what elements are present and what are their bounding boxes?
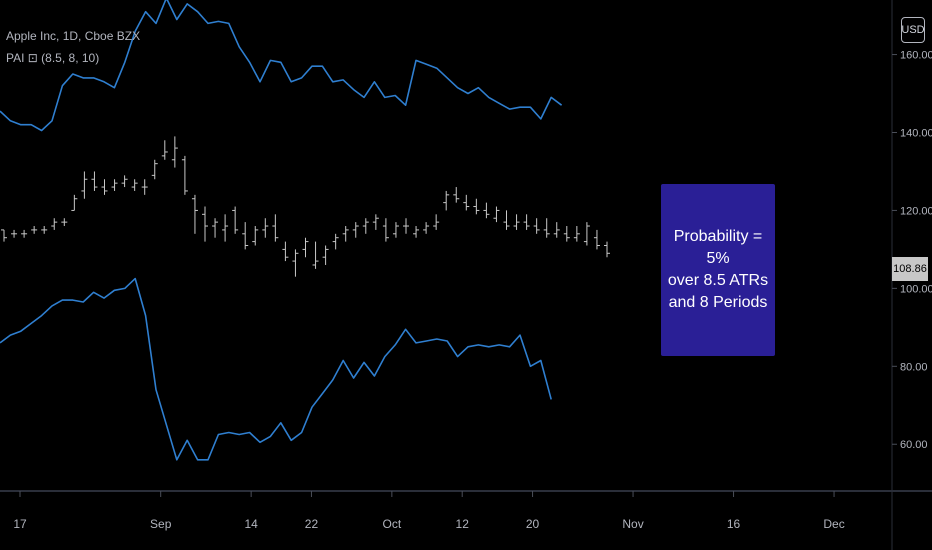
ohlc-bar — [171, 136, 178, 168]
ohlc-bar — [604, 241, 610, 258]
ohlc-bar — [553, 222, 560, 238]
y-tick-label: 80.00 — [900, 361, 928, 373]
ohlc-bar — [11, 229, 18, 238]
ohlc-bar — [473, 198, 480, 215]
ohlc-bar — [463, 194, 470, 211]
y-tick-label: 120.00 — [900, 205, 932, 217]
ohlc-bar — [111, 179, 118, 191]
ohlc-bar — [543, 218, 550, 238]
ohlc-bar — [141, 179, 148, 195]
ohlc-bar — [151, 159, 158, 180]
ohlc-bar — [272, 214, 279, 242]
ohlc-bar — [332, 233, 339, 250]
x-axis: 17 Sep 14 22 Oct 12 20 Nov 16 Dec — [13, 491, 845, 531]
ohlc-bar — [242, 222, 249, 250]
annotation-line-1: Probability = 5% — [673, 228, 763, 267]
legend-indicator-title: PAI ⊡ (8.5, 8, 10) — [6, 51, 100, 65]
ohlc-bar — [81, 171, 88, 199]
x-tick-label: 17 — [13, 517, 27, 531]
ohlc-bar — [312, 241, 319, 269]
ohlc-bar — [292, 249, 299, 277]
ohlc-bar — [423, 222, 430, 234]
x-tick-label: Oct — [383, 517, 402, 531]
ohlc-bars — [1, 136, 610, 277]
ohlc-bar — [71, 194, 78, 211]
currency-button[interactable]: USD — [901, 17, 925, 43]
ohlc-bar — [563, 226, 570, 242]
ohlc-bar — [503, 210, 510, 230]
ohlc-bar — [443, 190, 450, 211]
ohlc-bar — [181, 155, 188, 195]
lower-band-line — [0, 277, 552, 461]
ohlc-bar — [392, 222, 399, 238]
ohlc-bar — [483, 202, 490, 219]
x-tick-label: Dec — [823, 517, 844, 531]
ohlc-bar — [202, 206, 208, 242]
ohlc-bar — [433, 214, 440, 230]
ohlc-bar — [161, 140, 168, 160]
ohlc-bar — [1, 229, 7, 242]
ohlc-bar — [342, 226, 349, 242]
x-tick-label: 20 — [526, 517, 540, 531]
ohlc-bar — [262, 218, 269, 238]
ohlc-bar — [352, 222, 359, 238]
ohlc-bar — [212, 218, 219, 238]
ohlc-bar — [513, 214, 520, 230]
ohlc-bar — [232, 206, 239, 234]
ohlc-bar — [252, 226, 259, 246]
y-axis: 60.00 80.00 100.00 120.00 140.00 160.00 — [892, 50, 932, 451]
last-price-label: 108.86 — [892, 257, 928, 281]
ohlc-bar — [382, 218, 389, 242]
ohlc-bar — [222, 214, 229, 242]
ohlc-bar — [573, 226, 580, 242]
ohlc-bar — [282, 241, 289, 262]
ohlc-bar — [413, 226, 420, 238]
ohlc-bar — [372, 214, 379, 230]
ohlc-bar — [583, 222, 590, 246]
ohlc-bar — [302, 237, 309, 258]
x-tick-label: Sep — [150, 517, 172, 531]
probability-annotation: Probability = 5% over 8.5 ATRs and 8 Per… — [661, 184, 775, 356]
probability-bands — [0, 0, 563, 461]
x-tick-label: 16 — [727, 517, 741, 531]
x-tick-label: 12 — [456, 517, 470, 531]
ohlc-bar — [21, 229, 28, 238]
ohlc-bar — [61, 218, 68, 227]
ohlc-bar — [101, 179, 108, 195]
ohlc-bar — [191, 194, 198, 234]
x-tick-label: 22 — [305, 517, 319, 531]
annotation-line-2: over 8.5 ATRs — [667, 272, 769, 289]
ohlc-bar — [91, 171, 98, 191]
ohlc-bar — [31, 226, 38, 234]
ohlc-bar — [362, 218, 369, 234]
ohlc-bar — [493, 206, 500, 223]
ohlc-bar — [41, 226, 48, 234]
x-tick-label: 14 — [244, 517, 258, 531]
legend-symbol-title: Apple Inc, 1D, Cboe BZX — [6, 29, 141, 43]
ohlc-bar — [453, 187, 460, 203]
ohlc-bar — [322, 245, 329, 265]
ohlc-bar — [403, 218, 409, 234]
upper-band-line — [0, 0, 563, 132]
y-tick-label: 100.00 — [900, 283, 932, 295]
ohlc-bar — [533, 218, 540, 234]
y-tick-label: 60.00 — [900, 439, 928, 451]
y-tick-label: 140.00 — [900, 127, 932, 139]
ohlc-bar — [593, 229, 600, 250]
annotation-line-3: and 8 Periods — [668, 294, 768, 311]
ohlc-bar — [51, 218, 58, 230]
ohlc-bar — [121, 175, 128, 188]
ohlc-bar — [131, 179, 138, 191]
ohlc-bar — [523, 214, 530, 230]
y-tick-label: 160.00 — [900, 50, 932, 62]
x-tick-label: Nov — [622, 517, 643, 531]
